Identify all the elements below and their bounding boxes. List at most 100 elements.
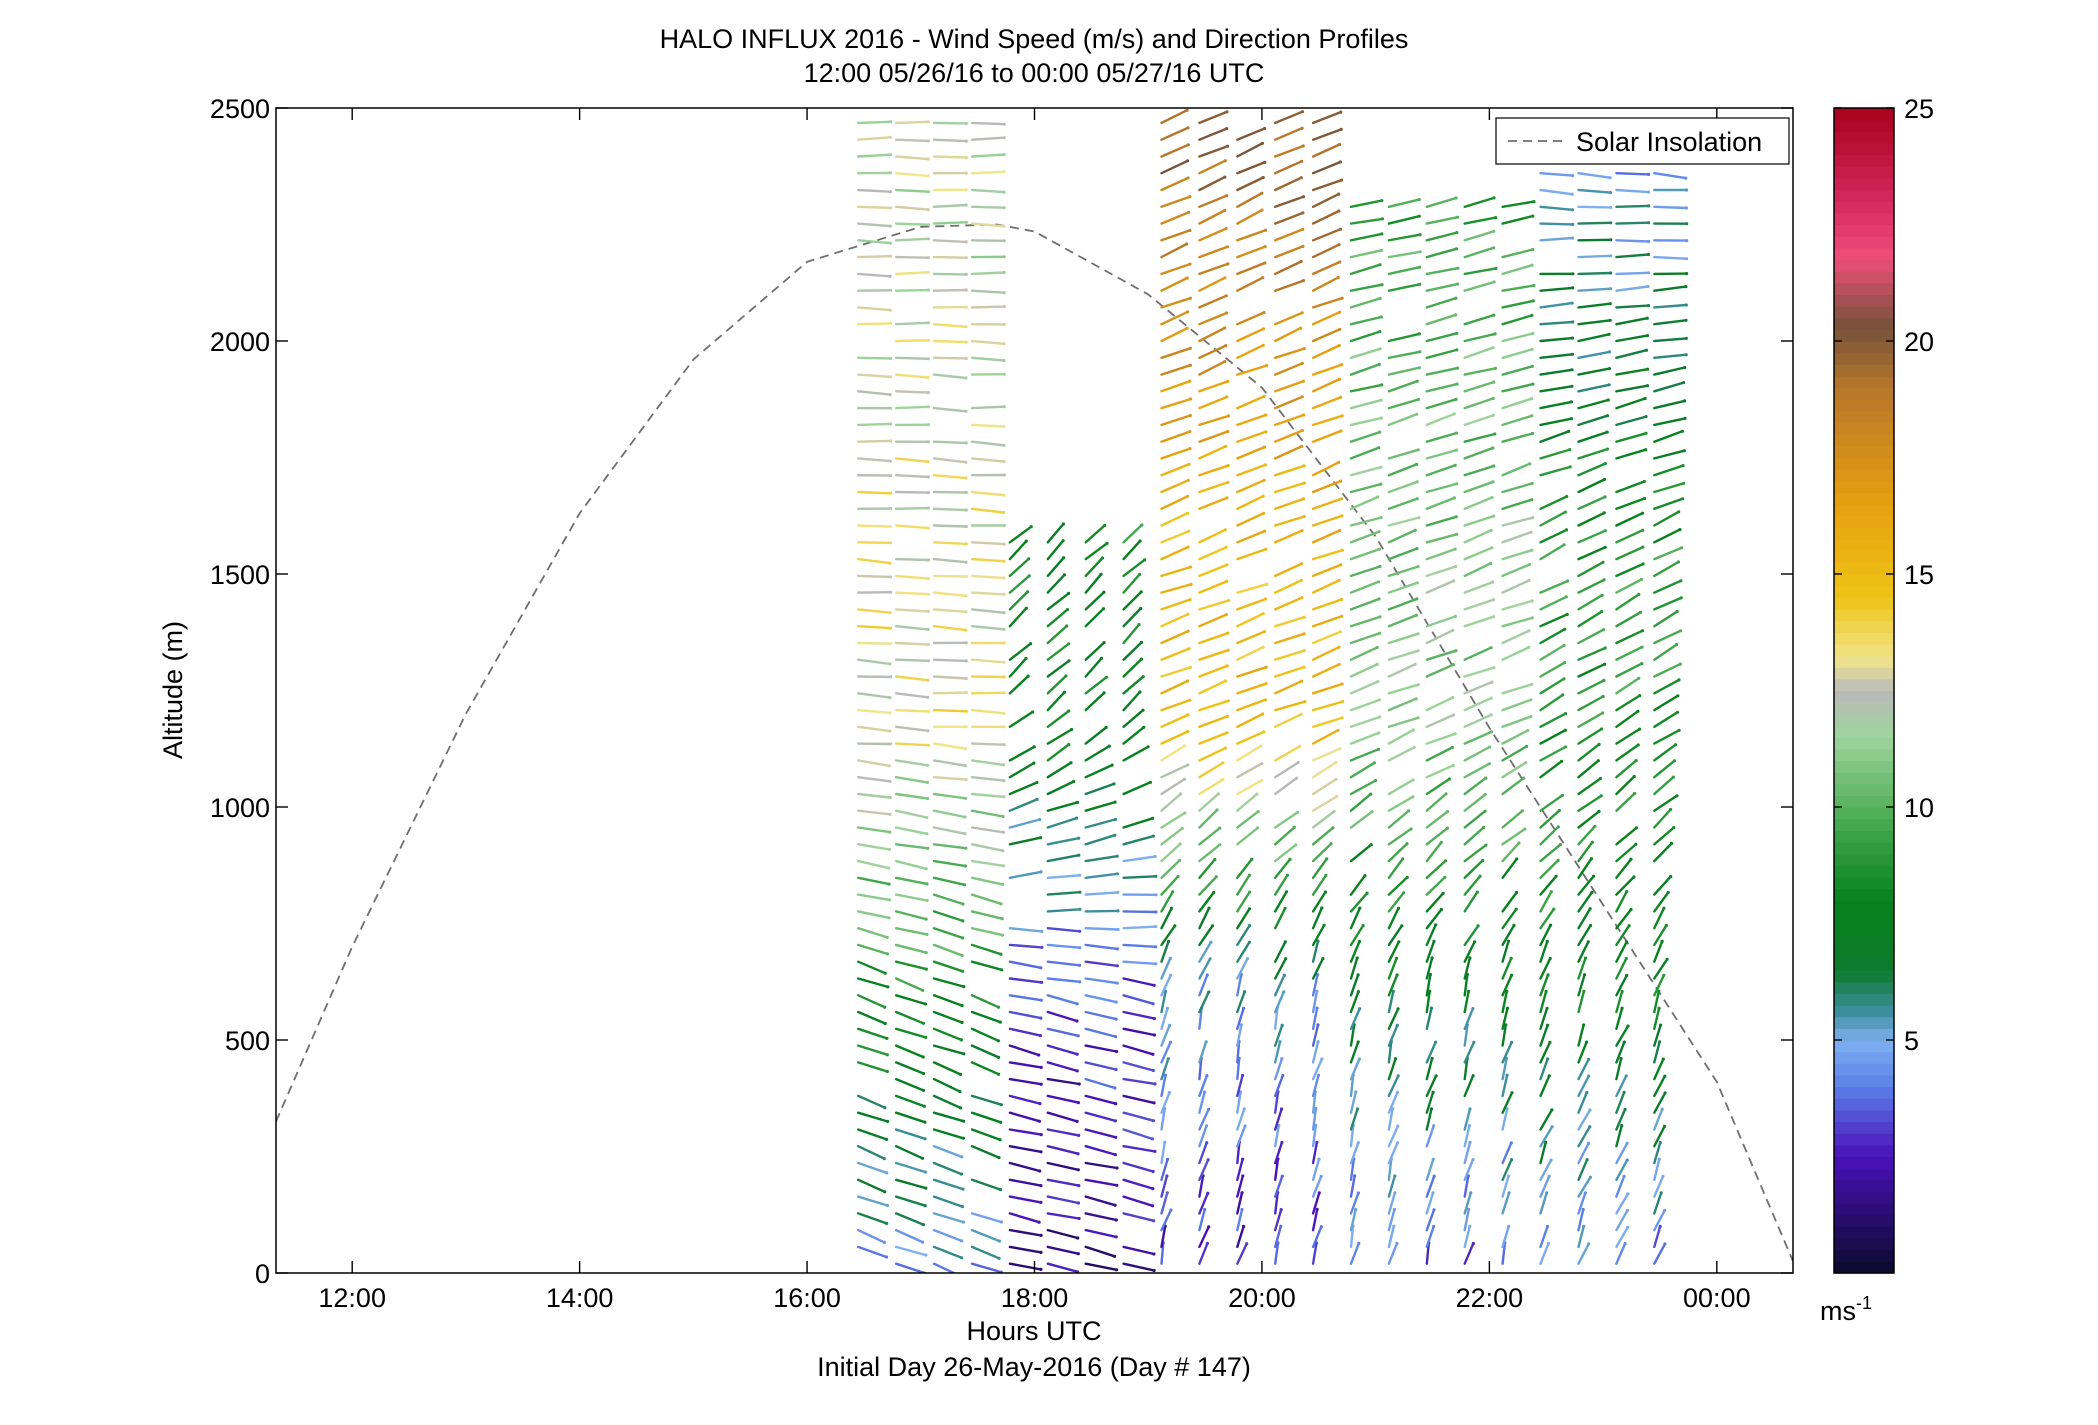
wind-vector <box>1425 565 1457 578</box>
wind-vector-head <box>1075 1069 1079 1073</box>
colorbar-unit-label: ms-1 <box>1820 1293 1872 1326</box>
wind-vector-head <box>1620 989 1624 994</box>
wind-vector <box>1046 1144 1080 1155</box>
wind-vector-head <box>1226 429 1230 434</box>
wind-vector-head <box>1531 299 1535 303</box>
wind-vector <box>1084 676 1108 695</box>
wind-vector <box>1160 310 1189 326</box>
wind-vector-head <box>1531 247 1535 252</box>
wind-vector <box>1198 1141 1208 1165</box>
wind-vector-head <box>1456 366 1460 370</box>
wind-vector-head <box>1629 857 1633 861</box>
wind-vector <box>1653 1107 1664 1131</box>
wind-vector <box>932 1094 962 1110</box>
wind-vector-head <box>1039 1150 1043 1154</box>
wind-vector <box>1198 941 1213 963</box>
wind-vector <box>1387 332 1421 343</box>
wind-vector-head <box>1641 562 1645 566</box>
wind-vector-head <box>1154 962 1158 966</box>
wind-vector <box>970 1228 1001 1243</box>
wind-vector <box>1349 761 1376 779</box>
wind-vector <box>1273 680 1303 695</box>
wind-vector-head <box>1183 744 1187 748</box>
wind-vector <box>1349 399 1383 410</box>
wind-vector-head <box>997 1256 1001 1260</box>
wind-vector-head <box>1115 964 1119 968</box>
wind-vector <box>1160 1041 1172 1064</box>
wind-vector <box>1198 144 1229 158</box>
wind-vector-head <box>1001 882 1005 887</box>
wind-vector-head <box>882 1157 886 1161</box>
wind-vector-head <box>1154 910 1158 914</box>
wind-vector-head <box>1405 875 1409 880</box>
wind-vector <box>1349 906 1362 930</box>
wind-vector-head <box>921 1240 925 1244</box>
wind-vector-head <box>1522 776 1526 780</box>
wind-vector <box>1539 957 1552 980</box>
y-tick-label: 500 <box>225 1026 270 1056</box>
wind-vector-head <box>1188 665 1193 669</box>
wind-vector <box>1349 263 1382 276</box>
wind-vector <box>1539 320 1574 326</box>
wind-vector <box>1236 1074 1244 1098</box>
wind-vector <box>1653 546 1683 561</box>
wind-vector <box>1160 1107 1166 1131</box>
wind-vector-head <box>1039 1200 1043 1204</box>
wind-vector-head <box>924 1186 928 1190</box>
wind-vector <box>1311 579 1341 594</box>
colorbar-segment <box>1834 748 1894 761</box>
wind-vector-head <box>1113 817 1118 822</box>
wind-vector-head <box>1658 1040 1662 1044</box>
wind-vector <box>1160 364 1192 376</box>
wind-vector <box>1501 940 1510 963</box>
wind-vector <box>1160 827 1184 846</box>
wind-vector <box>1008 642 1032 661</box>
wind-vector <box>1577 1208 1585 1232</box>
wind-vector-head <box>888 779 892 783</box>
wind-vector-head <box>963 864 968 868</box>
wind-vector <box>1539 693 1565 712</box>
wind-vector-head <box>1001 849 1005 853</box>
wind-vector <box>1615 710 1640 728</box>
wind-vector <box>1501 1158 1513 1182</box>
wind-vector-head <box>1338 260 1342 264</box>
wind-vector <box>1160 126 1190 141</box>
wind-vector-head <box>1632 774 1636 779</box>
wind-vector-head <box>1456 266 1460 270</box>
wind-vector <box>1539 400 1573 410</box>
colorbar-tick-label: 5 <box>1904 1026 1919 1056</box>
wind-vector <box>1387 1107 1394 1131</box>
colorbar-segment <box>1834 795 1894 808</box>
wind-vector-head <box>926 475 930 479</box>
wind-vector-head <box>1002 795 1006 799</box>
wind-vector-head <box>1492 514 1496 518</box>
wind-vector-head <box>1545 1191 1549 1195</box>
wind-vector-head <box>964 659 968 663</box>
wind-vector-head <box>1186 478 1190 482</box>
wind-vector <box>1615 1124 1623 1148</box>
wind-vector <box>1387 380 1419 393</box>
wind-vector-head <box>1587 1141 1591 1145</box>
wind-vector <box>1084 1144 1117 1156</box>
wind-vector-head <box>1035 780 1039 785</box>
wind-vector-head <box>1337 192 1341 196</box>
wind-vector-head <box>1494 216 1498 220</box>
wind-vector <box>1198 792 1220 812</box>
wind-vector-head <box>1662 1124 1667 1128</box>
wind-vector-head <box>1392 1207 1396 1212</box>
wind-vector <box>894 1228 924 1244</box>
wind-vector <box>1425 1158 1435 1182</box>
wind-vector <box>857 708 892 715</box>
wind-vector <box>1311 549 1344 561</box>
wind-vector-head <box>1185 494 1190 498</box>
colorbar-segment <box>1834 853 1894 866</box>
wind-vector <box>1046 801 1079 812</box>
wind-vector-head <box>1505 1006 1510 1010</box>
wind-vector <box>1160 297 1192 309</box>
wind-vector-head <box>921 1021 926 1025</box>
wind-vector-head <box>1598 777 1602 781</box>
wind-vector <box>1198 245 1229 259</box>
wind-vector <box>894 574 930 580</box>
colorbar-segment <box>1834 981 1894 994</box>
wind-vector-head <box>1113 800 1117 804</box>
